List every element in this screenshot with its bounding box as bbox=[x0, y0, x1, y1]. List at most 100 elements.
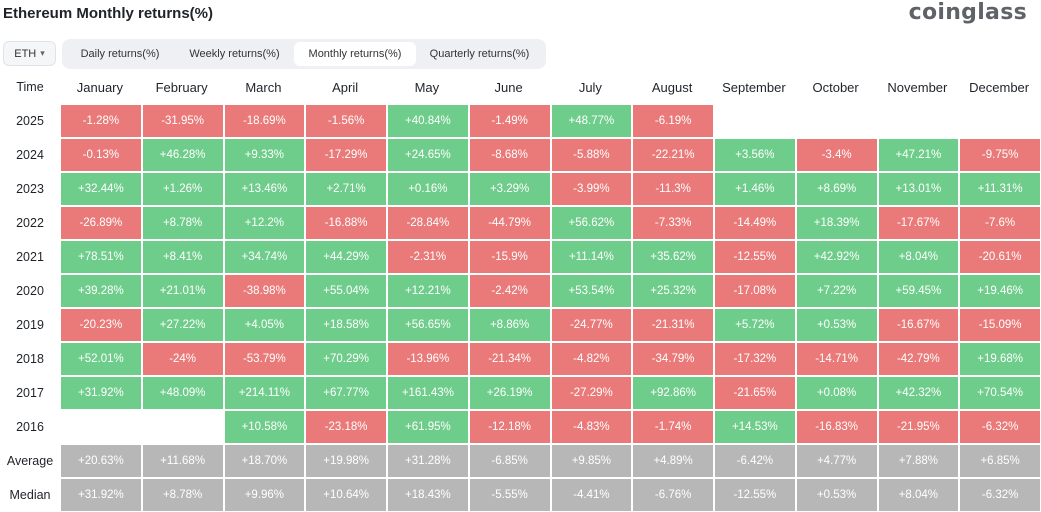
return-cell: +26.19% bbox=[469, 377, 550, 409]
year-row-2023: 2023 +32.44% +1.26% +13.46% +2.71% +0.16% +3.2… bbox=[0, 172, 1041, 206]
return-cell: -2.42% bbox=[469, 275, 550, 307]
return-cell: +42.92% bbox=[796, 241, 877, 273]
returns-tabs: Daily returns(%) Weekly returns(%) Month… bbox=[62, 39, 546, 69]
return-cell: -1.49% bbox=[469, 105, 550, 137]
return-cell: -14.49% bbox=[715, 207, 795, 239]
return-cell: -5.55% bbox=[469, 479, 550, 511]
return-cell: +7.22% bbox=[796, 275, 877, 307]
return-cell: +42.32% bbox=[878, 377, 959, 409]
year-row-2020: 2020 +39.28% +21.01% -38.98% +55.04% +12.21% -… bbox=[0, 274, 1041, 308]
return-cell: -53.79% bbox=[224, 343, 305, 375]
table-header-row: Time January February March April May June July… bbox=[0, 70, 1041, 104]
return-cell: +7.88% bbox=[878, 445, 959, 477]
return-cell: -12.55% bbox=[715, 241, 795, 273]
return-cell: -9.75% bbox=[960, 139, 1040, 171]
return-cell: -17.08% bbox=[715, 275, 795, 307]
return-cell: +9.96% bbox=[224, 479, 305, 511]
return-cell: +0.53% bbox=[796, 479, 877, 511]
year-row-2018: 2018 +52.01% -24% -53.79% +70.29% -13.96% -21.… bbox=[0, 342, 1041, 376]
return-cell: -8.68% bbox=[469, 139, 550, 171]
return-cell: +19.68% bbox=[960, 343, 1040, 375]
tab-weekly-returns[interactable]: Weekly returns(%) bbox=[189, 48, 280, 60]
return-cell: -16.88% bbox=[306, 207, 386, 239]
return-cell: -21.65% bbox=[715, 377, 795, 409]
year-row-2019: 2019 -20.23% +27.22% +4.05% +18.58% +56.65% +8… bbox=[0, 308, 1041, 342]
return-cell: +0.08% bbox=[796, 377, 877, 409]
return-cell: -7.33% bbox=[633, 207, 713, 239]
year-row-2025: 2025 -1.28% -31.95% -18.69% -1.56% +40.84% -1.… bbox=[0, 104, 1041, 138]
return-cell: +46.28% bbox=[142, 139, 223, 171]
return-cell: -6.85% bbox=[469, 445, 550, 477]
return-cell: -20.61% bbox=[960, 241, 1040, 273]
row-label: 2017 bbox=[16, 386, 44, 400]
tab-daily-returns[interactable]: Daily returns(%) bbox=[80, 48, 160, 60]
return-cell: +19.98% bbox=[306, 445, 386, 477]
return-cell: +4.77% bbox=[796, 445, 877, 477]
return-cell: +1.46% bbox=[715, 173, 795, 205]
return-cell: +31.92% bbox=[61, 377, 141, 409]
return-cell: -21.34% bbox=[469, 343, 550, 375]
header-october: October bbox=[812, 79, 859, 95]
return-cell: +70.54% bbox=[960, 377, 1040, 409]
row-label: 2016 bbox=[16, 420, 44, 434]
return-cell: +25.32% bbox=[633, 275, 713, 307]
return-cell: +13.01% bbox=[878, 173, 959, 205]
year-row-2022: 2022 -26.89% +8.78% +12.2% -16.88% -28.84% -44… bbox=[0, 206, 1041, 240]
return-cell: +47.21% bbox=[878, 139, 959, 171]
return-cell: +31.92% bbox=[61, 479, 141, 511]
return-cell: +56.65% bbox=[388, 309, 468, 341]
return-cell: -21.95% bbox=[878, 411, 959, 443]
return-cell: +40.84% bbox=[388, 105, 468, 137]
return-cell: -31.95% bbox=[142, 105, 223, 137]
return-cell: +11.31% bbox=[960, 173, 1040, 205]
row-label: Median bbox=[9, 488, 51, 502]
header-march: March bbox=[245, 79, 282, 95]
return-cell: +0.53% bbox=[796, 309, 877, 341]
return-cell: +214.11% bbox=[224, 377, 305, 409]
return-cell: -7.6% bbox=[960, 207, 1040, 239]
return-cell: +6.85% bbox=[960, 445, 1040, 477]
return-cell: -5.88% bbox=[551, 139, 632, 171]
header-may: May bbox=[414, 79, 440, 95]
return-cell: -28.84% bbox=[388, 207, 468, 239]
return-cell: -27.29% bbox=[551, 377, 632, 409]
return-cell: +4.05% bbox=[224, 309, 305, 341]
return-cell: +18.70% bbox=[224, 445, 305, 477]
return-cell: -24.77% bbox=[551, 309, 632, 341]
return-cell: -1.74% bbox=[633, 411, 713, 443]
return-cell: +34.74% bbox=[224, 241, 305, 273]
asset-select[interactable]: ETH ▾ bbox=[3, 41, 56, 66]
return-cell: +8.86% bbox=[469, 309, 550, 341]
return-cell: -23.18% bbox=[306, 411, 386, 443]
return-cell: +9.33% bbox=[224, 139, 305, 171]
return-cell: -24% bbox=[142, 343, 223, 375]
return-cell: +14.53% bbox=[715, 411, 795, 443]
return-cell: +70.29% bbox=[306, 343, 386, 375]
return-cell: -6.19% bbox=[633, 105, 713, 137]
return-cell: -26.89% bbox=[61, 207, 141, 239]
return-cell: +10.64% bbox=[306, 479, 386, 511]
return-cell: -13.96% bbox=[388, 343, 468, 375]
return-cell: +18.43% bbox=[388, 479, 468, 511]
return-cell: -4.82% bbox=[551, 343, 632, 375]
header-june: June bbox=[494, 79, 523, 95]
return-cell: +24.65% bbox=[388, 139, 468, 171]
return-cell: -16.67% bbox=[878, 309, 959, 341]
return-cell: +19.46% bbox=[960, 275, 1040, 307]
return-cell: +32.44% bbox=[61, 173, 141, 205]
return-cell: -1.56% bbox=[306, 105, 386, 137]
year-row-2024: 2024 -0.13% +46.28% +9.33% -17.29% +24.65% -8.… bbox=[0, 138, 1041, 172]
tab-quarterly-returns[interactable]: Quarterly returns(%) bbox=[429, 48, 530, 60]
return-cell: +31.28% bbox=[388, 445, 468, 477]
row-label: 2023 bbox=[16, 182, 44, 196]
row-label: 2025 bbox=[16, 114, 44, 128]
return-cell: -1.28% bbox=[61, 105, 141, 137]
return-cell: +92.86% bbox=[633, 377, 713, 409]
summary-row-median: Median +31.92% +8.78% +9.96% +10.64% +18.43% -… bbox=[0, 478, 1041, 512]
row-label: 2018 bbox=[16, 352, 44, 366]
return-cell: -4.41% bbox=[551, 479, 632, 511]
return-cell: +2.71% bbox=[306, 173, 386, 205]
return-cell: +11.14% bbox=[551, 241, 632, 273]
tab-monthly-returns[interactable]: Monthly returns(%) bbox=[294, 42, 416, 66]
return-cell: -18.69% bbox=[224, 105, 305, 137]
